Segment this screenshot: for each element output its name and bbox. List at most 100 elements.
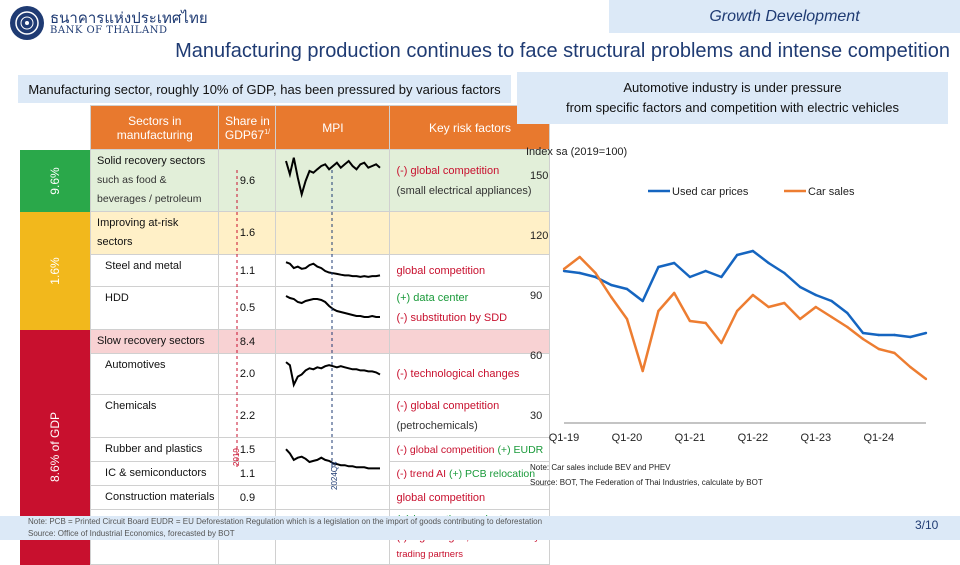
table-row: Steel and metal 1.1 global competition bbox=[20, 254, 551, 287]
risk-line: (-) trend AI bbox=[396, 467, 447, 480]
table-row: Chemicals 2.2 (-) global competition (pe… bbox=[20, 394, 551, 438]
data-point bbox=[735, 253, 739, 257]
group-bar-improving: 1.6% bbox=[20, 211, 91, 330]
mpi-sparkline-path bbox=[285, 360, 381, 388]
sector-name: Steel and metal bbox=[90, 254, 220, 287]
col-risk-label: Key risk factors bbox=[428, 120, 511, 135]
data-point bbox=[767, 305, 770, 309]
col-share-sup: 1/ bbox=[264, 128, 271, 136]
data-point bbox=[578, 255, 581, 259]
data-point bbox=[704, 269, 707, 273]
data-point bbox=[735, 309, 739, 313]
page-title: Manufacturing production continues to fa… bbox=[175, 40, 950, 62]
chart-note: Note: Car sales include BEV and PHEV bbox=[530, 463, 671, 472]
data-point bbox=[720, 341, 723, 345]
y-tick-label: 60 bbox=[530, 350, 542, 362]
y-tick-label: 90 bbox=[530, 290, 542, 302]
data-point bbox=[909, 335, 912, 339]
data-point bbox=[846, 325, 849, 329]
data-point bbox=[688, 319, 692, 323]
risk-line: (-) substitution by SDD bbox=[396, 312, 508, 324]
data-point bbox=[877, 333, 880, 337]
y-axis: 30 60 90 120 150 bbox=[530, 170, 548, 422]
table-header-row: Sectors in manufacturing Share in GDP671… bbox=[20, 105, 551, 150]
x-tick-label: Q1-20 bbox=[612, 432, 643, 444]
data-point bbox=[657, 309, 660, 313]
data-point bbox=[846, 311, 849, 315]
legend-label: Used car prices bbox=[672, 186, 749, 198]
data-point bbox=[594, 275, 597, 279]
risk-line: (-) global competition bbox=[396, 400, 500, 412]
sector-name: Automotives bbox=[90, 353, 220, 395]
table-row: 1.6% Improving at-risk sectors 1.6 bbox=[20, 211, 551, 330]
table-row: Construction materials 0.9 global compet… bbox=[20, 485, 551, 510]
x-tick-label: Q1-21 bbox=[675, 432, 706, 444]
data-point bbox=[562, 269, 566, 273]
data-point bbox=[909, 365, 912, 369]
bank-logo bbox=[10, 6, 44, 40]
data-point bbox=[562, 267, 566, 271]
sector-name: Construction materials bbox=[90, 485, 220, 510]
data-point bbox=[924, 377, 928, 381]
risk-cell bbox=[389, 211, 551, 255]
table-row: IC & semiconductors 1.1 (-) trend AI (+)… bbox=[20, 461, 551, 486]
sector-name: Improving at-risk sectors bbox=[90, 211, 220, 255]
col-share-label: Share in GDP67 bbox=[224, 113, 270, 142]
table-row: Automotives 2.0 (-) technological change… bbox=[20, 353, 551, 395]
risk-line: (petrochemicals) bbox=[396, 420, 478, 432]
data-point bbox=[767, 261, 770, 265]
group-label-improving: 1.6% bbox=[48, 256, 63, 285]
group-bar-solid: 9.6% bbox=[20, 149, 91, 212]
data-point bbox=[641, 299, 644, 303]
share-value: 8.4 bbox=[218, 329, 277, 354]
header-spacer bbox=[20, 106, 91, 150]
data-point bbox=[672, 261, 676, 265]
legend-label: Car sales bbox=[808, 186, 855, 198]
sector-name: Solid recovery sectors bbox=[97, 155, 206, 167]
col-mpi-label: MPI bbox=[322, 120, 344, 135]
x-axis: Q1-19 Q1-20 Q1-21 Q1-22 Q1-23 Q1-24 bbox=[549, 432, 894, 444]
sector-cell: Solid recovery sectors such as food & be… bbox=[90, 149, 220, 212]
sector-desc: such as food & beverages / petroleum bbox=[97, 174, 202, 205]
data-point bbox=[783, 271, 786, 275]
data-point bbox=[641, 369, 644, 373]
risk-cell: (+) data center (-) substitution by SDD bbox=[389, 286, 551, 330]
data-point bbox=[688, 275, 692, 279]
right-banner-line1: Automotive industry is under pressure bbox=[623, 80, 842, 95]
bank-emblem-icon bbox=[15, 11, 39, 35]
x-tick-label: Q1-22 bbox=[738, 432, 769, 444]
data-point bbox=[672, 291, 676, 295]
data-point bbox=[877, 347, 880, 351]
x-tick-label: Q1-23 bbox=[801, 432, 832, 444]
data-point bbox=[610, 283, 613, 287]
group-label-solid: 9.6% bbox=[48, 166, 63, 195]
bank-name-english: BANK OF THAILAND bbox=[50, 25, 168, 36]
y-tick-label: 150 bbox=[530, 170, 548, 182]
data-point bbox=[861, 331, 865, 335]
section-tag: Growth Development bbox=[609, 0, 960, 33]
mpi-sparkline-rubber-ic bbox=[285, 448, 381, 469]
risk-line: global competition bbox=[389, 254, 551, 287]
mpi-start-label: 2019 bbox=[232, 448, 241, 466]
left-panel-banner: Manufacturing sector, roughly 10% of GDP… bbox=[18, 75, 511, 103]
table-row: Rubber and plastics 1.5 (-) global compe… bbox=[20, 437, 551, 486]
bank-name-thai: ธนาคารแห่งประเทศไทย bbox=[50, 9, 208, 27]
sector-name: Slow recovery sectors bbox=[90, 329, 220, 354]
mpi-cell bbox=[275, 394, 391, 438]
mpi-sparkline-steel bbox=[286, 260, 381, 278]
data-point bbox=[830, 315, 833, 319]
data-point bbox=[783, 301, 786, 305]
data-point bbox=[720, 275, 723, 279]
share-value: 1.6 bbox=[218, 211, 277, 255]
share-value: 1.1 bbox=[218, 461, 277, 486]
data-point bbox=[578, 271, 581, 275]
risk-line: (-) technological changes bbox=[389, 353, 551, 395]
sector-name: Rubber and plastics bbox=[90, 437, 220, 462]
mpi-sparkline-auto bbox=[285, 360, 381, 388]
risk-cell: (-) global competition (small electrical… bbox=[389, 149, 551, 212]
risk-cell: (-) global competition (petrochemicals) bbox=[389, 394, 551, 438]
data-point bbox=[830, 299, 833, 303]
risk-line: (small electrical appliances) bbox=[396, 184, 532, 197]
page-number: 3/10 bbox=[915, 518, 939, 532]
